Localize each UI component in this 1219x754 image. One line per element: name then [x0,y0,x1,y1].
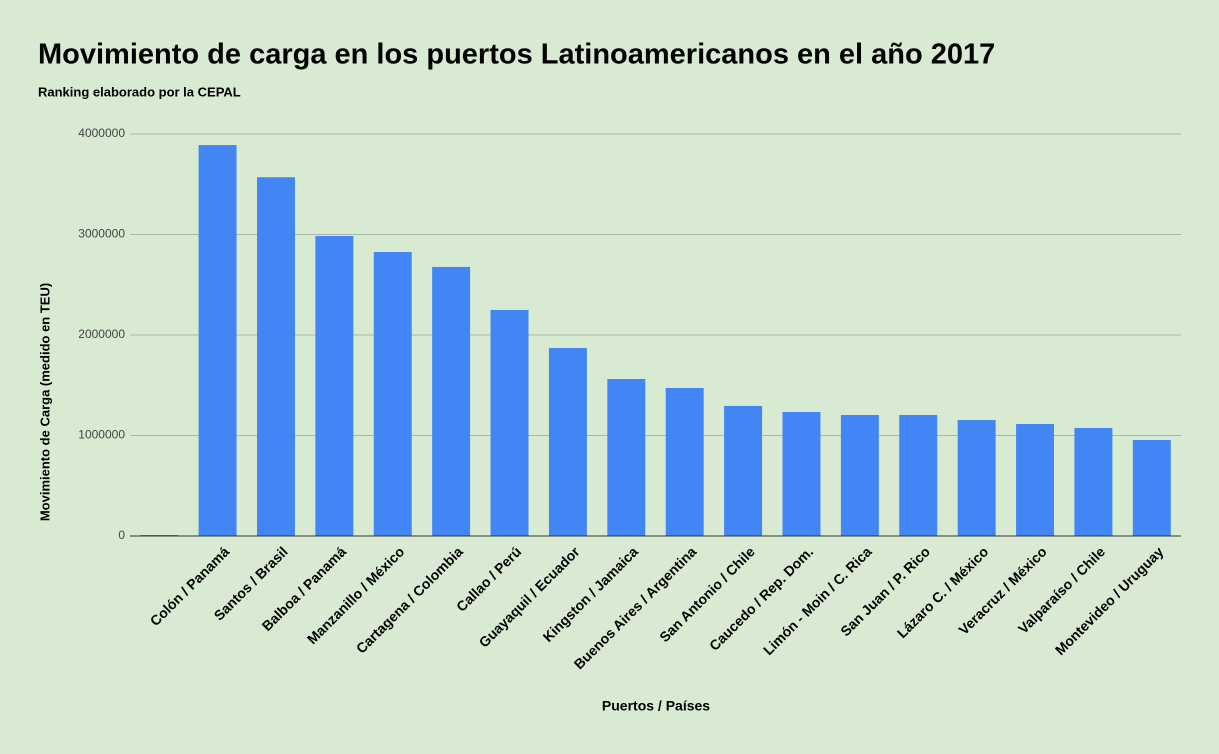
chart-title: Movimiento de carga en los puertos Latin… [38,39,995,71]
bar [432,266,471,536]
bar [256,177,295,536]
bar [607,379,646,536]
chart-subtitle: Ranking elaborado por la CEPAL [38,84,241,99]
bar [782,411,821,536]
bar [373,251,412,536]
y-tick-label: 4000000 [78,126,125,140]
bar [957,420,996,536]
bar [1016,424,1055,536]
y-tick-label: 0 [118,528,125,542]
bar [548,347,587,536]
bar [1074,427,1113,536]
bar [840,414,879,536]
bar [1132,440,1171,536]
bar [315,236,354,536]
bar [140,534,179,536]
y-tick-label: 2000000 [78,327,125,341]
bar [198,145,237,536]
y-axis-title: Movimiento de Carga (medido en TEU) [37,283,52,521]
bar [665,387,704,536]
x-axis-title: Puertos / Países [602,698,710,714]
bar [490,309,529,536]
y-tick-label: 3000000 [78,227,125,241]
bar [724,405,763,536]
bar [899,414,938,536]
y-tick-label: 1000000 [78,428,125,442]
